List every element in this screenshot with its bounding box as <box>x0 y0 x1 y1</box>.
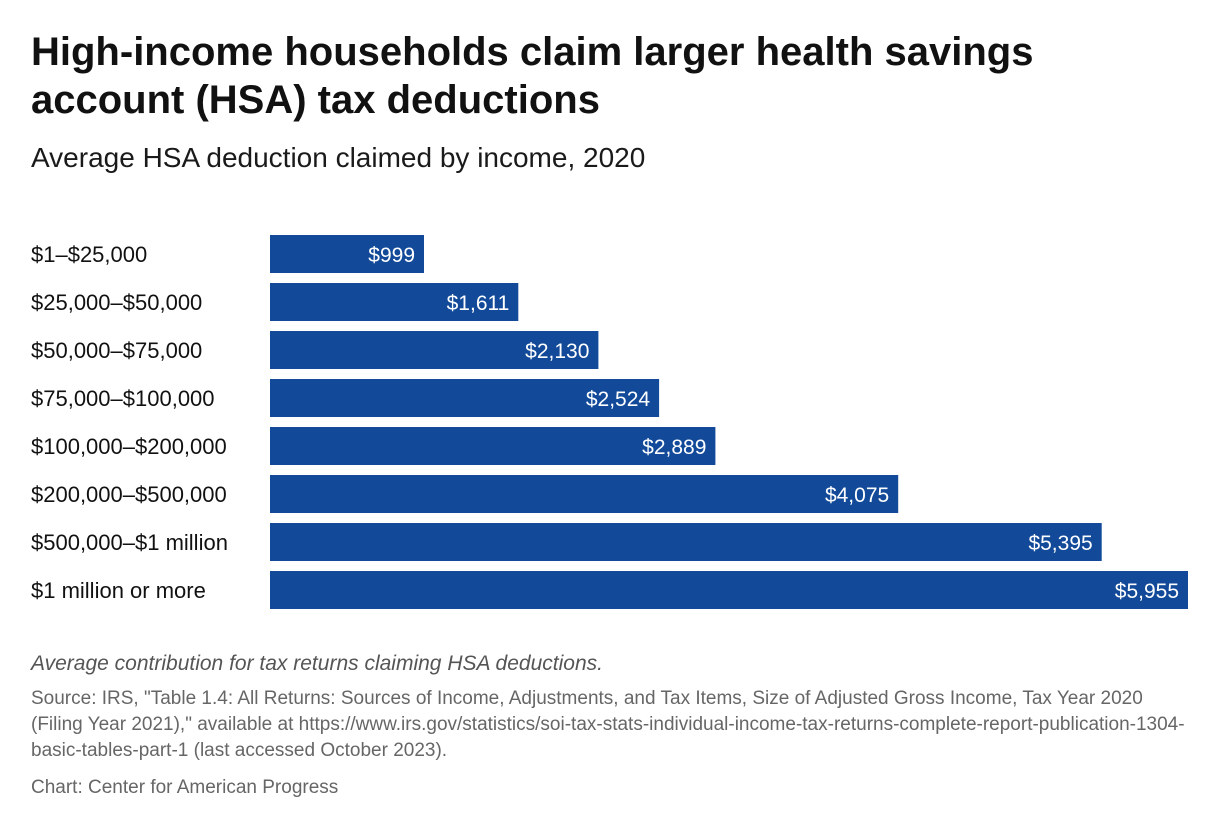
bar-row: $100,000–$200,000 $2,889 <box>31 427 716 465</box>
bar-row: $200,000–$500,000 $4,075 <box>31 475 899 513</box>
chart-title: High-income households claim larger heal… <box>31 30 1034 122</box>
category-label: $50,000–$75,000 <box>31 338 202 363</box>
value-label: $5,955 <box>1115 580 1179 603</box>
category-label: $100,000–$200,000 <box>31 434 227 459</box>
bar-row: $25,000–$50,000 $1,611 <box>31 283 519 321</box>
bar <box>270 331 599 369</box>
bar <box>270 475 899 513</box>
value-label: $1,611 <box>447 292 510 315</box>
value-label: $999 <box>368 244 415 267</box>
bar <box>270 235 424 273</box>
bar <box>270 571 1188 609</box>
bar-row: $75,000–$100,000 $2,524 <box>31 379 660 417</box>
chart-source: Source: IRS, "Table 1.4: All Returns: So… <box>31 688 1185 761</box>
category-label: $1 million or more <box>31 578 206 603</box>
bar-row: $500,000–$1 million $5,395 <box>31 523 1102 561</box>
bar-row: $50,000–$75,000 $2,130 <box>31 331 599 369</box>
bar <box>270 427 716 465</box>
value-label: $5,395 <box>1028 532 1092 555</box>
category-label: $75,000–$100,000 <box>31 386 215 411</box>
value-label: $4,075 <box>825 484 889 507</box>
bar <box>270 523 1102 561</box>
bar-chart: $1–$25,000 $999 $25,000–$50,000 $1,611 $50,0… <box>31 235 1188 609</box>
chart-subtitle: Average HSA deduction claimed by income,… <box>31 142 646 173</box>
chart-credit: Chart: Center for American Progress <box>31 777 339 798</box>
category-label: $500,000–$1 million <box>31 530 228 555</box>
bar-row: $1–$25,000 $999 <box>31 235 424 273</box>
bar <box>270 379 660 417</box>
chart-note: Average contribution for tax returns cla… <box>31 652 603 675</box>
category-label: $25,000–$50,000 <box>31 290 202 315</box>
value-label: $2,889 <box>642 436 706 459</box>
value-label: $2,524 <box>586 388 651 411</box>
value-label: $2,130 <box>525 340 589 363</box>
category-label: $200,000–$500,000 <box>31 482 227 507</box>
bar-row: $1 million or more $5,955 <box>31 571 1188 609</box>
category-label: $1–$25,000 <box>31 242 147 267</box>
bar <box>270 283 519 321</box>
